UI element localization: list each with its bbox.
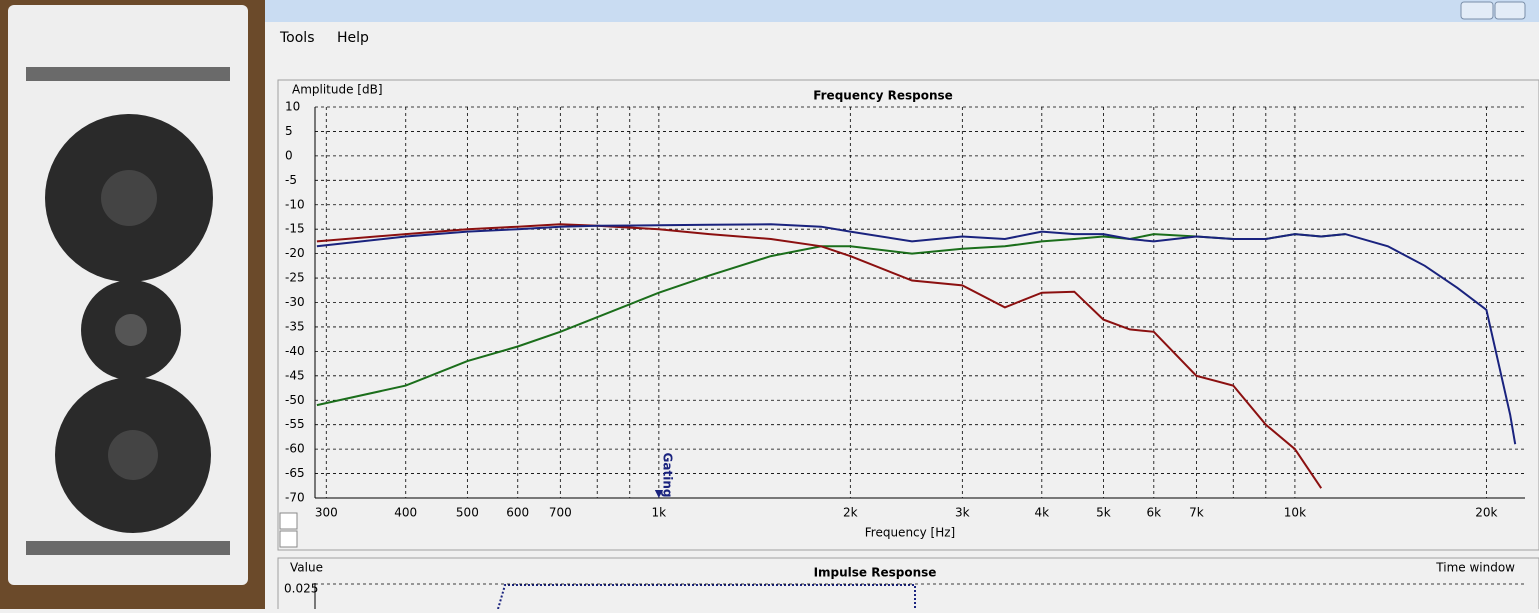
y-axis-label: Amplitude [dB]: [292, 83, 383, 97]
x-tick-label: 5k: [1096, 506, 1111, 520]
x-tick-label: 2k: [843, 506, 858, 520]
menu-item[interactable]: Tools: [279, 30, 315, 46]
y-tick-label: -50: [285, 393, 305, 407]
x-tick-label: 400: [394, 506, 417, 520]
minimize-button[interactable]: [1460, 1, 1494, 20]
series-line: [316, 223, 1517, 445]
y-tick-label: -70: [285, 491, 305, 505]
x-tick-label: 10k: [1284, 506, 1306, 520]
chart-title: Frequency Response: [813, 89, 953, 103]
y-tick-label: -60: [285, 442, 305, 456]
gating-marker: [654, 490, 663, 498]
impulse-trace: [497, 584, 916, 610]
woofer-cap: [101, 170, 157, 226]
y-tick-label: -65: [285, 466, 305, 480]
y-tick-label: -55: [285, 417, 305, 431]
y-tick-label: -45: [285, 368, 305, 382]
x-tick-label: 1k: [652, 506, 667, 520]
y-tick-label: 0: [285, 148, 293, 162]
x-tick-label: 20k: [1475, 506, 1497, 520]
x-tick-label: 500: [456, 506, 479, 520]
y-tick-label: -20: [285, 246, 305, 260]
annotation: Gating: [660, 453, 674, 498]
y-tick-label: 0.025: [284, 582, 318, 596]
scroll-down[interactable]: [279, 530, 298, 548]
corner-label: Time window: [1435, 561, 1515, 575]
series-line: [316, 223, 1323, 489]
y-axis-label: Value: [290, 561, 323, 575]
y-tick-label: 10: [285, 100, 300, 114]
x-tick-label: 300: [315, 506, 338, 520]
y-tick-label: -15: [285, 222, 305, 236]
scroll-up[interactable]: [279, 512, 298, 530]
y-tick-label: -5: [285, 173, 297, 187]
y-tick-label: -10: [285, 197, 305, 211]
x-tick-label: 7k: [1189, 506, 1204, 520]
y-tick-label: -35: [285, 319, 305, 333]
x-tick-label: 3k: [955, 506, 970, 520]
menu-item[interactable]: Help: [337, 30, 369, 46]
maximize-button[interactable]: [1494, 1, 1526, 20]
speaker-port: [26, 67, 230, 81]
y-tick-label: -25: [285, 271, 305, 285]
y-tick-label: -40: [285, 344, 305, 358]
chart-title: Impulse Response: [814, 566, 937, 580]
x-axis-label: Frequency [Hz]: [865, 526, 956, 540]
woofer-cap: [108, 430, 158, 480]
x-tick-label: 6k: [1147, 506, 1162, 520]
x-tick-label: 600: [506, 506, 529, 520]
tweeter-dome: [115, 314, 147, 346]
y-tick-label: 5: [285, 124, 293, 138]
x-tick-label: 4k: [1035, 506, 1050, 520]
speaker-port: [26, 541, 230, 555]
y-tick-label: -30: [285, 295, 305, 309]
title-bar: [265, 0, 1539, 22]
x-tick-label: 700: [549, 506, 572, 520]
